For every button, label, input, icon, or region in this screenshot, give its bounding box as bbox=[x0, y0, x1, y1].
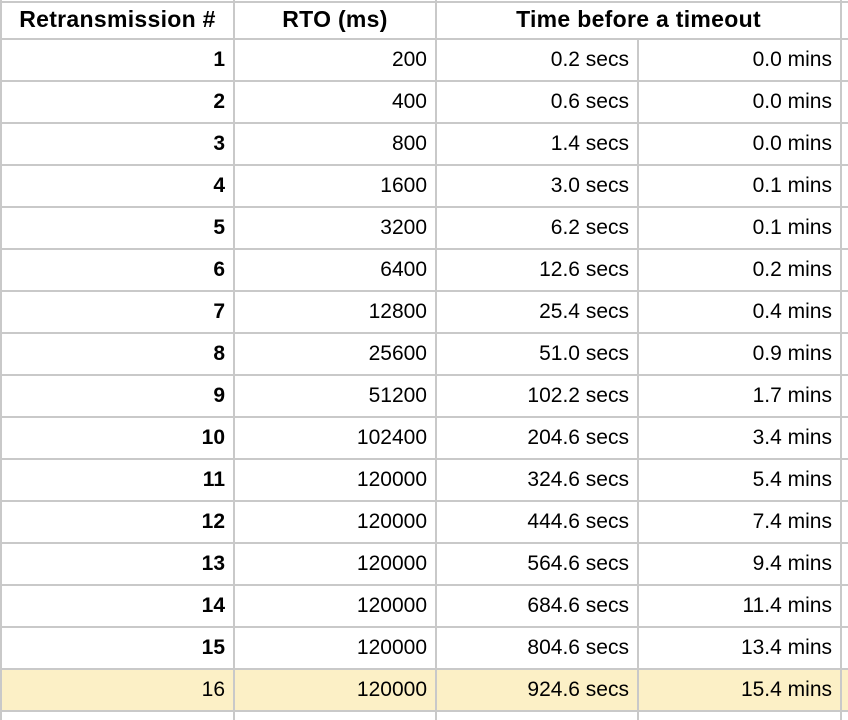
cell-rto[interactable]: 120000 bbox=[235, 670, 437, 712]
cell-rto[interactable]: 120000 bbox=[235, 628, 437, 670]
cell-retransmission[interactable]: 15 bbox=[2, 628, 235, 670]
cell-secs[interactable]: 0.2 secs bbox=[437, 40, 639, 82]
cell-retransmission[interactable]: 8 bbox=[2, 334, 235, 376]
cell-retransmission[interactable]: 4 bbox=[2, 166, 235, 208]
cell-secs[interactable]: 3.0 secs bbox=[437, 166, 639, 208]
row-spacer-cell bbox=[842, 460, 848, 502]
partial-row-cell bbox=[639, 712, 842, 720]
cell-retransmission[interactable]: 2 bbox=[2, 82, 235, 124]
cell-rto[interactable]: 200 bbox=[235, 40, 437, 82]
cell-mins[interactable]: 9.4 mins bbox=[639, 544, 842, 586]
cell-retransmission[interactable]: 10 bbox=[2, 418, 235, 460]
cell-retransmission[interactable]: 5 bbox=[2, 208, 235, 250]
cell-mins[interactable]: 1.7 mins bbox=[639, 376, 842, 418]
cell-mins[interactable]: 0.4 mins bbox=[639, 292, 842, 334]
cell-mins[interactable]: 11.4 mins bbox=[639, 586, 842, 628]
cell-mins[interactable]: 7.4 mins bbox=[639, 502, 842, 544]
partial-row-cell bbox=[235, 712, 437, 720]
cell-mins[interactable]: 13.4 mins bbox=[639, 628, 842, 670]
cell-retransmission[interactable]: 11 bbox=[2, 460, 235, 502]
header-retransmission[interactable]: Retransmission # bbox=[2, 0, 235, 40]
row-spacer-cell bbox=[842, 670, 848, 712]
cell-rto[interactable]: 1600 bbox=[235, 166, 437, 208]
row-spacer-cell bbox=[842, 208, 848, 250]
partial-row-cell bbox=[437, 712, 639, 720]
cell-retransmission[interactable]: 9 bbox=[2, 376, 235, 418]
cell-rto[interactable]: 120000 bbox=[235, 586, 437, 628]
cell-rto[interactable]: 6400 bbox=[235, 250, 437, 292]
cell-secs[interactable]: 102.2 secs bbox=[437, 376, 639, 418]
row-spacer-cell bbox=[842, 544, 848, 586]
cell-rto[interactable]: 120000 bbox=[235, 460, 437, 502]
header-spacer-cell bbox=[842, 0, 848, 40]
partial-row-cell bbox=[2, 712, 235, 720]
cell-rto[interactable]: 102400 bbox=[235, 418, 437, 460]
cell-secs[interactable]: 444.6 secs bbox=[437, 502, 639, 544]
cell-secs[interactable]: 1.4 secs bbox=[437, 124, 639, 166]
row-spacer-cell bbox=[842, 40, 848, 82]
cell-secs[interactable]: 6.2 secs bbox=[437, 208, 639, 250]
cell-rto[interactable]: 120000 bbox=[235, 544, 437, 586]
cell-rto[interactable]: 120000 bbox=[235, 502, 437, 544]
row-spacer-cell bbox=[842, 124, 848, 166]
cell-mins[interactable]: 0.0 mins bbox=[639, 82, 842, 124]
cell-mins[interactable]: 15.4 mins bbox=[639, 670, 842, 712]
cell-secs[interactable]: 684.6 secs bbox=[437, 586, 639, 628]
cell-secs[interactable]: 804.6 secs bbox=[437, 628, 639, 670]
cell-retransmission[interactable]: 16 bbox=[2, 670, 235, 712]
cell-mins[interactable]: 0.1 mins bbox=[639, 166, 842, 208]
cell-mins[interactable]: 0.1 mins bbox=[639, 208, 842, 250]
cell-secs[interactable]: 0.6 secs bbox=[437, 82, 639, 124]
cell-rto[interactable]: 12800 bbox=[235, 292, 437, 334]
cell-mins[interactable]: 5.4 mins bbox=[639, 460, 842, 502]
row-spacer-cell bbox=[842, 376, 848, 418]
row-spacer-cell bbox=[842, 628, 848, 670]
header-time-before-timeout[interactable]: Time before a timeout bbox=[437, 0, 842, 40]
cell-secs[interactable]: 324.6 secs bbox=[437, 460, 639, 502]
cell-retransmission[interactable]: 7 bbox=[2, 292, 235, 334]
row-spacer-cell bbox=[842, 418, 848, 460]
cell-retransmission[interactable]: 13 bbox=[2, 544, 235, 586]
cell-mins[interactable]: 0.0 mins bbox=[639, 124, 842, 166]
row-spacer-cell bbox=[842, 334, 848, 376]
cell-retransmission[interactable]: 6 bbox=[2, 250, 235, 292]
row-spacer-cell bbox=[842, 586, 848, 628]
cell-mins[interactable]: 0.0 mins bbox=[639, 40, 842, 82]
cell-retransmission[interactable]: 12 bbox=[2, 502, 235, 544]
cell-mins[interactable]: 0.2 mins bbox=[639, 250, 842, 292]
cell-rto[interactable]: 800 bbox=[235, 124, 437, 166]
grid-top-line bbox=[2, 1, 848, 3]
row-spacer-cell bbox=[842, 166, 848, 208]
row-spacer-cell bbox=[842, 502, 848, 544]
cell-mins[interactable]: 0.9 mins bbox=[639, 334, 842, 376]
cell-rto[interactable]: 25600 bbox=[235, 334, 437, 376]
cell-secs[interactable]: 25.4 secs bbox=[437, 292, 639, 334]
cell-rto[interactable]: 400 bbox=[235, 82, 437, 124]
header-rto[interactable]: RTO (ms) bbox=[235, 0, 437, 40]
row-spacer-cell bbox=[842, 292, 848, 334]
cell-retransmission[interactable]: 14 bbox=[2, 586, 235, 628]
cell-rto[interactable]: 51200 bbox=[235, 376, 437, 418]
cell-retransmission[interactable]: 1 bbox=[2, 40, 235, 82]
cell-secs[interactable]: 51.0 secs bbox=[437, 334, 639, 376]
cell-rto[interactable]: 3200 bbox=[235, 208, 437, 250]
row-spacer-cell bbox=[842, 82, 848, 124]
cell-secs[interactable]: 924.6 secs bbox=[437, 670, 639, 712]
partial-row-cell bbox=[842, 712, 848, 720]
row-spacer-cell bbox=[842, 250, 848, 292]
cell-mins[interactable]: 3.4 mins bbox=[639, 418, 842, 460]
cell-secs[interactable]: 12.6 secs bbox=[437, 250, 639, 292]
cell-secs[interactable]: 564.6 secs bbox=[437, 544, 639, 586]
cell-retransmission[interactable]: 3 bbox=[2, 124, 235, 166]
cell-secs[interactable]: 204.6 secs bbox=[437, 418, 639, 460]
